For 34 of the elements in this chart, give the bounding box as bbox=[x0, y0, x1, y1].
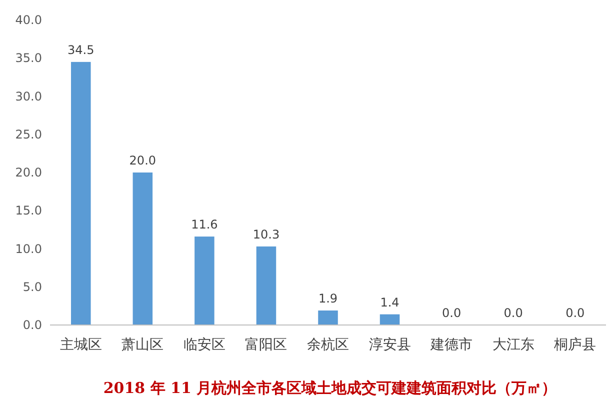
x-tick-label: 建德市 bbox=[430, 337, 473, 353]
data-label: 34.5 bbox=[68, 42, 94, 57]
data-label: 0.0 bbox=[566, 306, 585, 320]
x-tick-label: 富阳区 bbox=[245, 337, 288, 353]
x-tick-label: 余杭区 bbox=[307, 337, 349, 353]
x-tick-label: 桐庐县 bbox=[553, 337, 596, 353]
data-label: 20.0 bbox=[129, 154, 156, 168]
x-tick-label: 临安区 bbox=[183, 337, 226, 353]
x-tick-label: 主城区 bbox=[60, 337, 102, 353]
y-tick-label: 35.0 bbox=[15, 51, 42, 66]
y-tick-label: 20.0 bbox=[15, 166, 42, 180]
bar bbox=[380, 314, 400, 325]
data-label: 1.9 bbox=[318, 292, 338, 306]
y-tick-label: 0.0 bbox=[22, 318, 42, 332]
bar bbox=[256, 246, 276, 325]
x-tick-label: 淳安县 bbox=[368, 337, 411, 353]
bar bbox=[194, 236, 214, 325]
data-label: 11.6 bbox=[191, 218, 218, 232]
y-tick-label: 30.0 bbox=[15, 89, 42, 104]
bar bbox=[318, 310, 338, 325]
x-tick-label: 萧山区 bbox=[122, 337, 164, 353]
bar bbox=[71, 62, 91, 325]
data-label: 0.0 bbox=[442, 306, 462, 320]
y-tick-label: 5.0 bbox=[22, 280, 42, 294]
y-tick-label: 25.0 bbox=[15, 127, 42, 142]
y-tick-label: 10.0 bbox=[15, 242, 42, 256]
x-tick-label: 大江东 bbox=[492, 337, 534, 353]
y-tick-label: 15.0 bbox=[15, 204, 42, 218]
data-label: 10.3 bbox=[252, 227, 280, 242]
text: 2018 年 11 月杭州全市各区域土地成交可建建筑面积对比（万㎡） bbox=[103, 379, 557, 397]
bar bbox=[132, 172, 153, 325]
y-tick-label: 40.0 bbox=[15, 13, 42, 27]
data-label: 0.0 bbox=[504, 306, 523, 320]
data-label: 1.4 bbox=[380, 295, 400, 310]
